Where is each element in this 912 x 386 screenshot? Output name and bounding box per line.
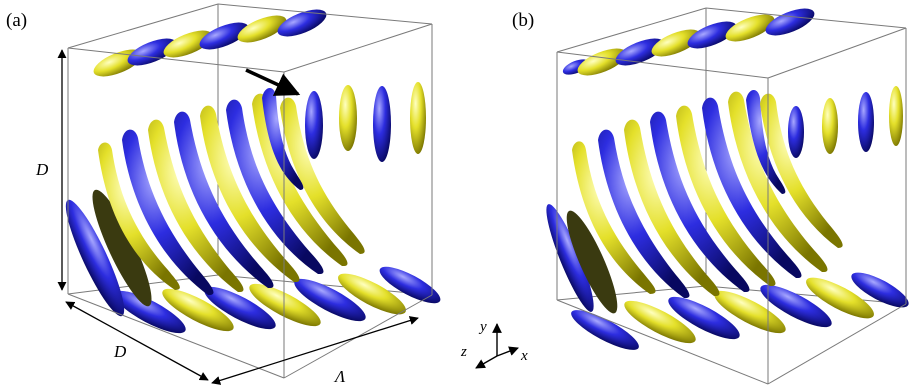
axis-y-label: y [478, 319, 487, 335]
dim-height-label: D [35, 160, 49, 179]
panel-b-main-structures [572, 89, 843, 299]
panel-b-left-structures [546, 204, 618, 314]
axis-z-label: z [460, 344, 467, 360]
panel-a-label: (a) [6, 10, 27, 31]
dim-length-label: Λ [333, 367, 346, 386]
panel-a-top-structures [93, 9, 327, 77]
dim-depth-label: D [113, 342, 127, 361]
panel-b-label: (b) [512, 10, 534, 31]
panel-a-pointer-arrow [245, 68, 301, 96]
panel-a: (a) [6, 3, 441, 386]
panel-b-top-structures [562, 8, 815, 76]
panel-b-back-structures [788, 86, 903, 158]
panel-a-back-structures [305, 82, 426, 162]
panel-a-dimension-arrows [57, 49, 419, 385]
panel-a-left-structures [65, 189, 152, 317]
panel-a-main-structures [98, 87, 365, 296]
panel-b: (b) [512, 7, 909, 385]
panel-b-box-front [556, 7, 907, 385]
axes-triad: y x z [460, 319, 528, 369]
axis-x-label: x [520, 348, 528, 364]
